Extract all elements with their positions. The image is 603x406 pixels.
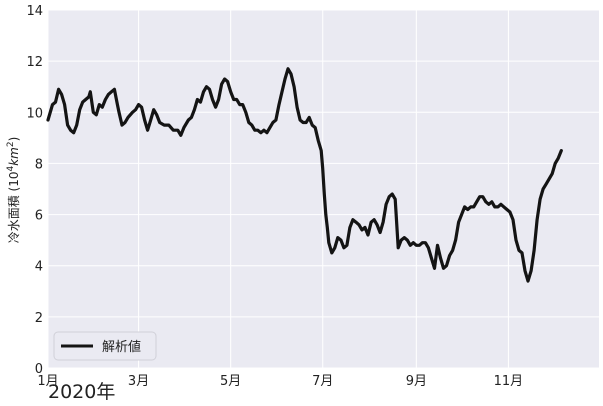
x-tick-labels: 1月 3月 5月 7月 9月 11月 bbox=[37, 374, 523, 389]
legend-box bbox=[53, 331, 157, 361]
y-tick-label: 0 bbox=[35, 362, 43, 377]
y-tick-label: 14 bbox=[26, 4, 43, 19]
y-tick-label: 4 bbox=[35, 260, 43, 275]
y-tick-labels: 0 2 4 6 8 10 12 14 bbox=[26, 4, 43, 377]
series-line-analysis bbox=[46, 67, 563, 283]
y-tick-label: 10 bbox=[26, 106, 43, 121]
grid-lines bbox=[47, 9, 599, 369]
legend-label: 解析値 bbox=[102, 339, 141, 355]
y-tick-label: 8 bbox=[35, 157, 43, 172]
y-tick-label: 2 bbox=[35, 311, 43, 326]
series-layer bbox=[46, 67, 563, 283]
y-axis-label: 冷水面積 (104km2) bbox=[6, 137, 21, 244]
x-tick-label: 3月 bbox=[128, 374, 149, 389]
year-label: 2020年 bbox=[48, 381, 115, 403]
x-tick-label: 7月 bbox=[312, 374, 333, 389]
y-tick-label: 6 bbox=[35, 209, 43, 224]
y-tick-label: 12 bbox=[26, 55, 43, 70]
legend: 解析値 bbox=[53, 331, 157, 361]
x-tick-label: 1月 bbox=[37, 374, 58, 389]
x-tick-label: 5月 bbox=[220, 374, 241, 389]
x-tick-label: 11月 bbox=[494, 374, 524, 389]
x-tick-label: 9月 bbox=[406, 374, 427, 389]
